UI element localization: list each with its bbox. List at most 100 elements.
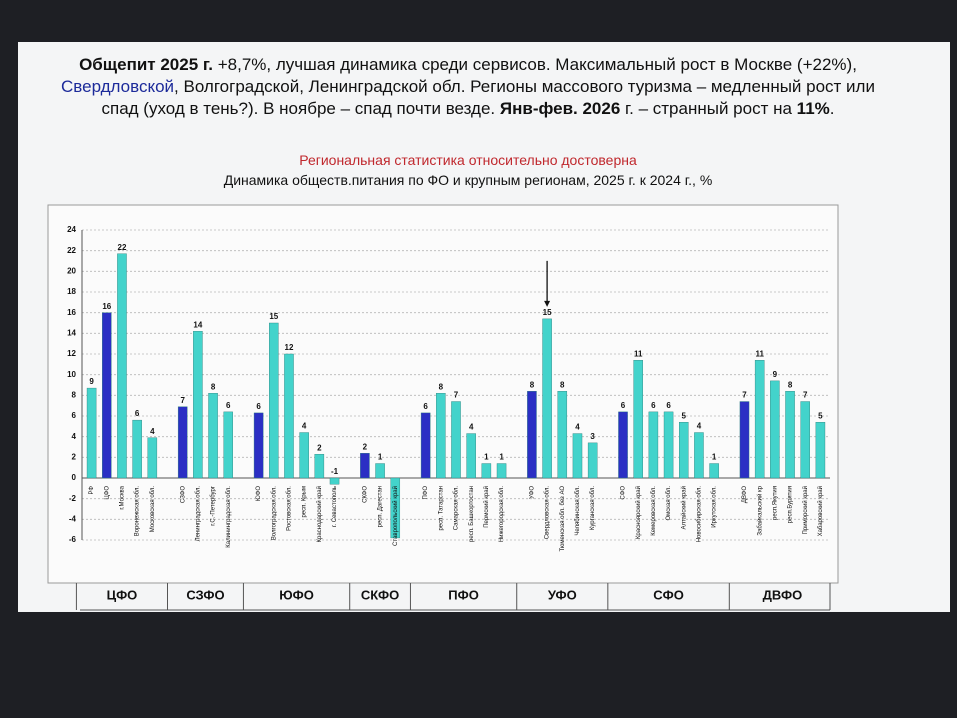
bar xyxy=(390,477,401,539)
value-label: 15 xyxy=(543,308,552,317)
group-label: УФО xyxy=(548,587,577,602)
x-tick-label: Нижегородская обл. xyxy=(499,486,505,542)
group-label: ЦФО xyxy=(107,587,138,602)
bar xyxy=(269,322,279,479)
value-label: 12 xyxy=(285,343,294,352)
x-tick-label: Курганская обл. xyxy=(590,486,596,530)
x-tick-label: респ. Крым xyxy=(302,486,308,518)
bar xyxy=(527,391,537,479)
x-tick-label: УФО xyxy=(529,486,535,499)
x-tick-label: г. Севастополь xyxy=(332,486,338,527)
x-tick-label: СЗФО xyxy=(180,486,186,503)
x-tick-label: Воронежская обл. xyxy=(135,486,141,537)
value-label: 8 xyxy=(560,380,565,389)
subtitle: Региональная статистика относительно дос… xyxy=(299,152,637,168)
x-tick-label: Самарская обл. xyxy=(454,486,460,531)
y-tick-label: 6 xyxy=(72,411,77,420)
value-label: 7 xyxy=(454,391,459,400)
value-label: 9 xyxy=(89,377,94,386)
value-label: 7 xyxy=(180,396,185,405)
x-tick-label: Свердловская обл. xyxy=(545,486,551,540)
bar xyxy=(542,318,552,479)
y-tick-label: 12 xyxy=(67,349,76,358)
y-tick-label: 4 xyxy=(72,432,77,441)
x-tick-label: ДВФО xyxy=(742,486,748,503)
value-label: 2 xyxy=(363,442,368,451)
value-label: 2 xyxy=(317,443,322,452)
x-tick-label: ПФО xyxy=(423,486,429,500)
x-tick-label: Алтайский край xyxy=(680,486,687,530)
bar xyxy=(314,454,325,479)
group-label: ЮФО xyxy=(279,587,314,602)
value-label: 6 xyxy=(423,402,428,411)
bar xyxy=(572,433,583,479)
bar xyxy=(375,463,385,479)
y-tick-label: 24 xyxy=(67,225,76,234)
bar xyxy=(466,433,476,479)
bar xyxy=(694,432,704,479)
x-tick-label: ЮФО xyxy=(256,486,262,502)
bar xyxy=(284,353,294,479)
y-tick-label: 8 xyxy=(72,390,77,399)
x-tick-label: Приморский край xyxy=(802,486,809,534)
y-tick-label: 0 xyxy=(72,473,77,482)
bar xyxy=(739,401,750,479)
bar xyxy=(147,437,158,479)
bar xyxy=(679,422,689,479)
x-tick-label: РФ xyxy=(89,486,95,495)
value-label: 15 xyxy=(269,312,278,321)
group-label: ДВФО xyxy=(763,587,803,602)
bar xyxy=(329,477,340,485)
value-label: 1 xyxy=(484,453,489,462)
y-tick-label: -2 xyxy=(69,494,77,503)
y-tick-label: 16 xyxy=(67,308,76,317)
bar xyxy=(496,463,507,479)
value-label: 3 xyxy=(590,432,595,441)
value-label: -1 xyxy=(331,467,339,476)
x-tick-label: Хабаровский край xyxy=(817,486,824,536)
y-tick-label: -6 xyxy=(69,535,77,544)
bar xyxy=(618,411,628,479)
bar xyxy=(86,387,97,479)
headline-part: Общепит 2025 г. xyxy=(79,55,213,74)
bar xyxy=(436,393,446,479)
y-tick-label: 18 xyxy=(67,287,76,296)
bar xyxy=(785,391,795,479)
bar xyxy=(633,360,643,479)
x-tick-label: Новосибирская обл. xyxy=(697,486,703,543)
value-label: 5 xyxy=(818,411,823,420)
x-tick-label: Ставропольский край xyxy=(392,486,399,546)
x-tick-label: г.Москва xyxy=(120,485,126,509)
bar xyxy=(208,393,218,479)
bar xyxy=(648,411,659,479)
headline-part: +8,7%, лучшая динамика среди сервисов. М… xyxy=(213,55,857,74)
headline-part: 11% xyxy=(796,99,830,118)
bar xyxy=(299,432,309,479)
headline-part: г. – странный рост на xyxy=(620,99,797,118)
x-tick-label: респ. Башкортостан xyxy=(469,486,475,542)
value-label: 8 xyxy=(788,380,793,389)
bar xyxy=(360,453,370,479)
x-tick-label: Московская обл. xyxy=(150,486,156,533)
x-tick-label: Забайкальский кр xyxy=(756,485,763,535)
group-label: ПФО xyxy=(448,587,479,602)
value-label: 11 xyxy=(634,349,643,358)
x-tick-label: Челябинская обл. xyxy=(575,486,581,536)
value-label: 7 xyxy=(803,391,808,400)
value-label: 8 xyxy=(530,380,535,389)
bar xyxy=(193,331,203,479)
x-tick-label: Красноярский край xyxy=(635,486,642,539)
x-tick-label: Ленинградская обл. xyxy=(195,486,201,542)
x-tick-label: респ.Якутия xyxy=(772,486,778,520)
x-tick-label: Иркутская обл. xyxy=(712,486,718,528)
group-label: СКФО xyxy=(361,587,399,602)
y-tick-label: 2 xyxy=(72,452,77,461)
value-label: 7 xyxy=(742,391,747,400)
bar xyxy=(770,380,780,479)
chart-title: Динамика обществ.питания по ФО и крупным… xyxy=(223,172,713,188)
bar xyxy=(420,412,431,479)
bar xyxy=(451,401,461,479)
value-label: 8 xyxy=(439,382,444,391)
x-tick-label: г.С.-Петербург xyxy=(211,485,217,526)
x-tick-label: респ. Татарстан xyxy=(438,486,444,531)
